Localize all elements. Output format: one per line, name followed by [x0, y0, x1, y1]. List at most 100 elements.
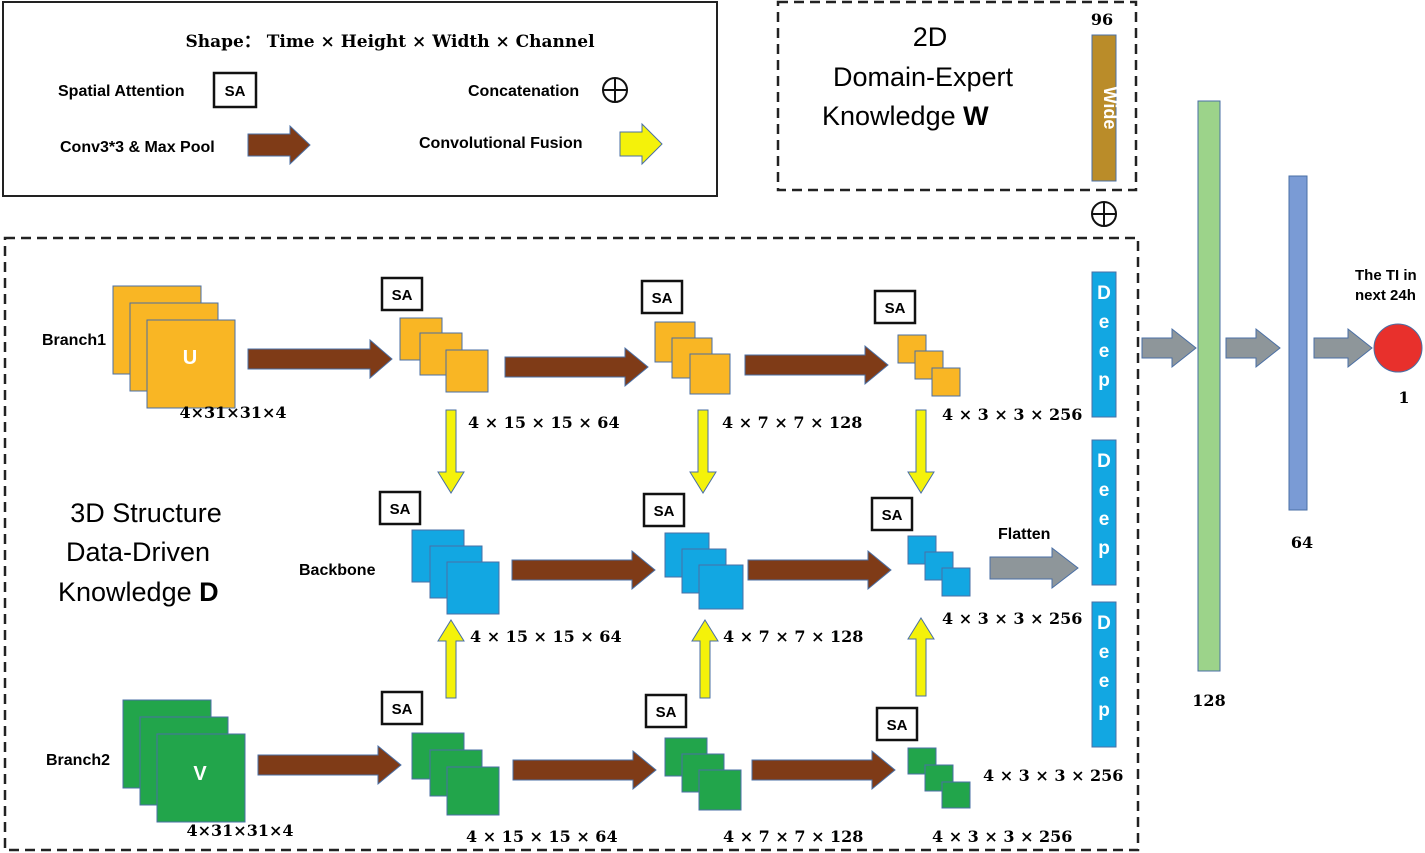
branch2-stage1-stack [411, 732, 500, 816]
sa-text-b2-1: SA [392, 701, 413, 718]
dense-128-label: 128 [1192, 691, 1225, 710]
legend-concatenation-icon [602, 77, 628, 103]
sa-box-b2-3 [875, 706, 919, 742]
deep-bar-3 [1091, 601, 1117, 748]
output-label-line2: next 24h [1355, 287, 1416, 304]
backbone-stage1-stack [411, 529, 500, 615]
legend-shape-text: Shape： Time × Height × Width × Channel [185, 32, 595, 52]
wide-knowledge-box [776, 0, 1138, 192]
branch2-stage3-stack [907, 747, 971, 809]
dense-64-label: 64 [1291, 533, 1313, 552]
structure-knowledge-box [3, 236, 1140, 852]
structure-title-line2: Data-Driven [66, 537, 210, 567]
fusion-arrow-up-1 [437, 619, 465, 699]
wide-title-line1: 2D [913, 22, 948, 52]
branch1-label: Branch1 [42, 332, 106, 349]
conv-arrow-bb-2 [747, 549, 892, 591]
branch2-input-stack [122, 699, 246, 823]
sa-box-bb-1 [378, 490, 422, 526]
fusion-arrow-down-2 [689, 409, 717, 494]
conv-arrow-b2-2 [512, 749, 657, 791]
fusion-arrow-up-3 [907, 617, 935, 697]
backbone-label: Backbone [299, 562, 376, 579]
sa-box-b1-1 [380, 276, 424, 312]
legend-concatenation-label: Concatenation [468, 83, 579, 100]
deep-bar-2 [1091, 439, 1117, 586]
u-input-label: U [183, 347, 197, 369]
legend-conv-fusion-label: Convolutional Fusion [419, 135, 583, 152]
flatten-label: Flatten [998, 526, 1050, 543]
sa-box-bb-3 [870, 496, 914, 532]
to-output-arrow [1313, 327, 1373, 369]
dense-64-bar [1288, 175, 1308, 511]
sa-box-b2-2 [644, 693, 688, 729]
sa-box-bb-2 [642, 492, 686, 528]
backbone-stage2-stack [664, 532, 744, 610]
shape-b1-3: 4 × 3 × 3 × 256 [942, 405, 1082, 424]
legend-conv-pool-label: Conv3*3 & Max Pool [60, 139, 215, 156]
branch1-input-stack [112, 285, 236, 409]
output-label-line1: The TI in [1355, 267, 1417, 284]
conv-arrow-b1-3 [744, 344, 889, 386]
sa-text-b1-2: SA [652, 290, 673, 307]
conv-arrow-b2-3 [751, 749, 896, 791]
structure-title-line1: 3D Structure [70, 498, 222, 528]
branch1-stage1-stack [399, 317, 489, 393]
branch2-input-shape: 4×31×31×4 [186, 821, 293, 840]
shape-bb-3: 4 × 3 × 3 × 256 [942, 609, 1082, 628]
conv-arrow-b1-2 [504, 346, 649, 388]
sa-text-b1-3: SA [885, 300, 906, 317]
dense-128-bar [1197, 100, 1221, 672]
branch2-label: Branch2 [46, 752, 110, 769]
v-input-label: V [193, 763, 207, 785]
shape-bb-2: 4 × 7 × 7 × 128 [723, 627, 863, 646]
to-dense64-arrow [1225, 327, 1281, 369]
output-node [1373, 323, 1423, 373]
shape-bb-1: 4 × 15 × 15 × 64 [470, 627, 622, 646]
shape-b1-2: 4 × 7 × 7 × 128 [722, 413, 862, 432]
sa-text-b1-1: SA [392, 287, 413, 304]
sa-text-b2-3: SA [887, 717, 908, 734]
to-dense128-arrow [1141, 327, 1197, 369]
conv-arrow-bb-1 [511, 549, 656, 591]
branch2-stage2-stack [664, 737, 742, 811]
shape-b2-1: 4 × 15 × 15 × 64 [466, 827, 618, 846]
structure-title-line3: Knowledge D [58, 577, 219, 607]
output-size-label: 1 [1398, 388, 1409, 407]
sa-text-b2-2: SA [656, 704, 677, 721]
sa-text-bb-3: SA [882, 507, 903, 524]
fusion-arrow-up-2 [691, 619, 719, 699]
legend-sa-box [212, 71, 258, 109]
conv-arrow-b1-1 [247, 338, 393, 380]
conv-arrow-b2-1 [257, 744, 402, 786]
branch1-stage3-stack [897, 334, 961, 397]
sa-text-bb-1: SA [390, 501, 411, 518]
legend-box [2, 1, 718, 197]
concatenation-symbol [1091, 201, 1117, 227]
deep-bar-1 [1091, 271, 1117, 418]
fusion-arrow-down-1 [437, 409, 465, 494]
sa-box-b1-3 [873, 289, 917, 325]
wide-title-line3: Knowledge W [822, 101, 989, 131]
legend-sa-text: SA [225, 83, 246, 100]
shape-b1-1: 4 × 15 × 15 × 64 [468, 413, 620, 432]
sa-text-bb-2: SA [654, 503, 675, 520]
shape-b2-3: 4 × 3 × 3 × 256 [932, 827, 1072, 846]
wide-bar-label: Wide [1100, 87, 1120, 130]
legend-yellow-arrow-icon [619, 122, 663, 166]
fusion-arrow-down-3 [907, 409, 935, 494]
wide-size-label: 96 [1091, 10, 1113, 29]
wide-title-line2: Domain-Expert [833, 62, 1014, 92]
branch1-stage2-stack [654, 321, 731, 395]
backbone-stage3-stack [907, 535, 971, 597]
sa-box-b2-1 [380, 690, 424, 726]
wide-bar [1091, 34, 1117, 182]
branch1-input-shape: 4×31×31×4 [179, 403, 286, 422]
legend-spatial-attention-label: Spatial Attention [58, 83, 185, 100]
sa-box-b1-2 [640, 279, 684, 315]
shape-b2-3-side: 4 × 3 × 3 × 256 [983, 766, 1123, 785]
